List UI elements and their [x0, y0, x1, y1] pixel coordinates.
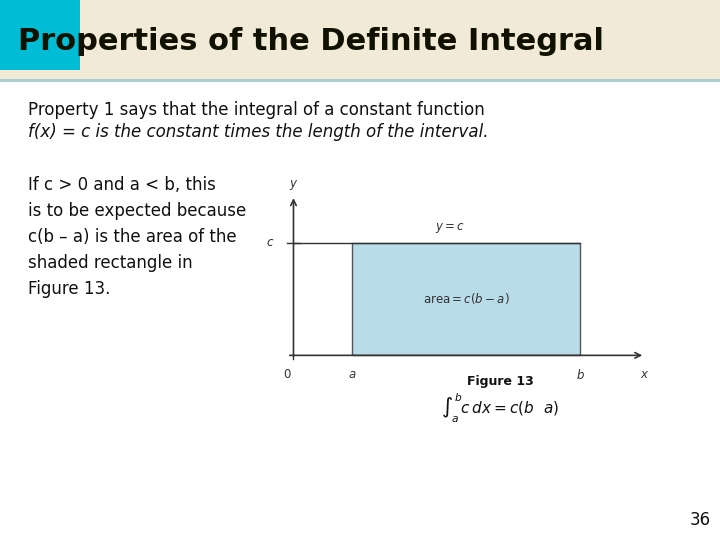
Text: $c$: $c$ — [266, 236, 274, 249]
Text: $b$: $b$ — [575, 368, 585, 382]
Text: $y = c$: $y = c$ — [435, 221, 464, 235]
Text: $\mathrm{area} = c(b-a)$: $\mathrm{area} = c(b-a)$ — [423, 292, 509, 307]
Text: $a$: $a$ — [348, 368, 356, 381]
Text: Figure 13: Figure 13 — [467, 375, 534, 388]
Bar — [0, 79, 720, 82]
Text: If c > 0 and a < b, this: If c > 0 and a < b, this — [28, 176, 216, 194]
Text: shaded rectangle in: shaded rectangle in — [28, 254, 193, 272]
Text: $y$: $y$ — [289, 178, 298, 192]
Bar — [352, 242, 580, 355]
Text: 0: 0 — [283, 368, 291, 381]
Text: Property 1 says that the integral of a constant function: Property 1 says that the integral of a c… — [28, 101, 485, 119]
Text: Figure 13.: Figure 13. — [28, 280, 110, 298]
Bar — [0, 0, 80, 70]
Text: f(x) = c is the constant times the length of the interval.: f(x) = c is the constant times the lengt… — [28, 123, 488, 141]
Text: Properties of the Definite Integral: Properties of the Definite Integral — [18, 28, 604, 57]
Text: c(b – a) is the area of the: c(b – a) is the area of the — [28, 228, 237, 246]
Text: $x$: $x$ — [640, 368, 649, 381]
Text: is to be expected because: is to be expected because — [28, 202, 246, 220]
Bar — [0, 0, 720, 80]
Text: $\int_a^b c\, dx = c(b\ \ a)$: $\int_a^b c\, dx = c(b\ \ a)$ — [441, 392, 559, 424]
Text: 36: 36 — [690, 511, 711, 529]
